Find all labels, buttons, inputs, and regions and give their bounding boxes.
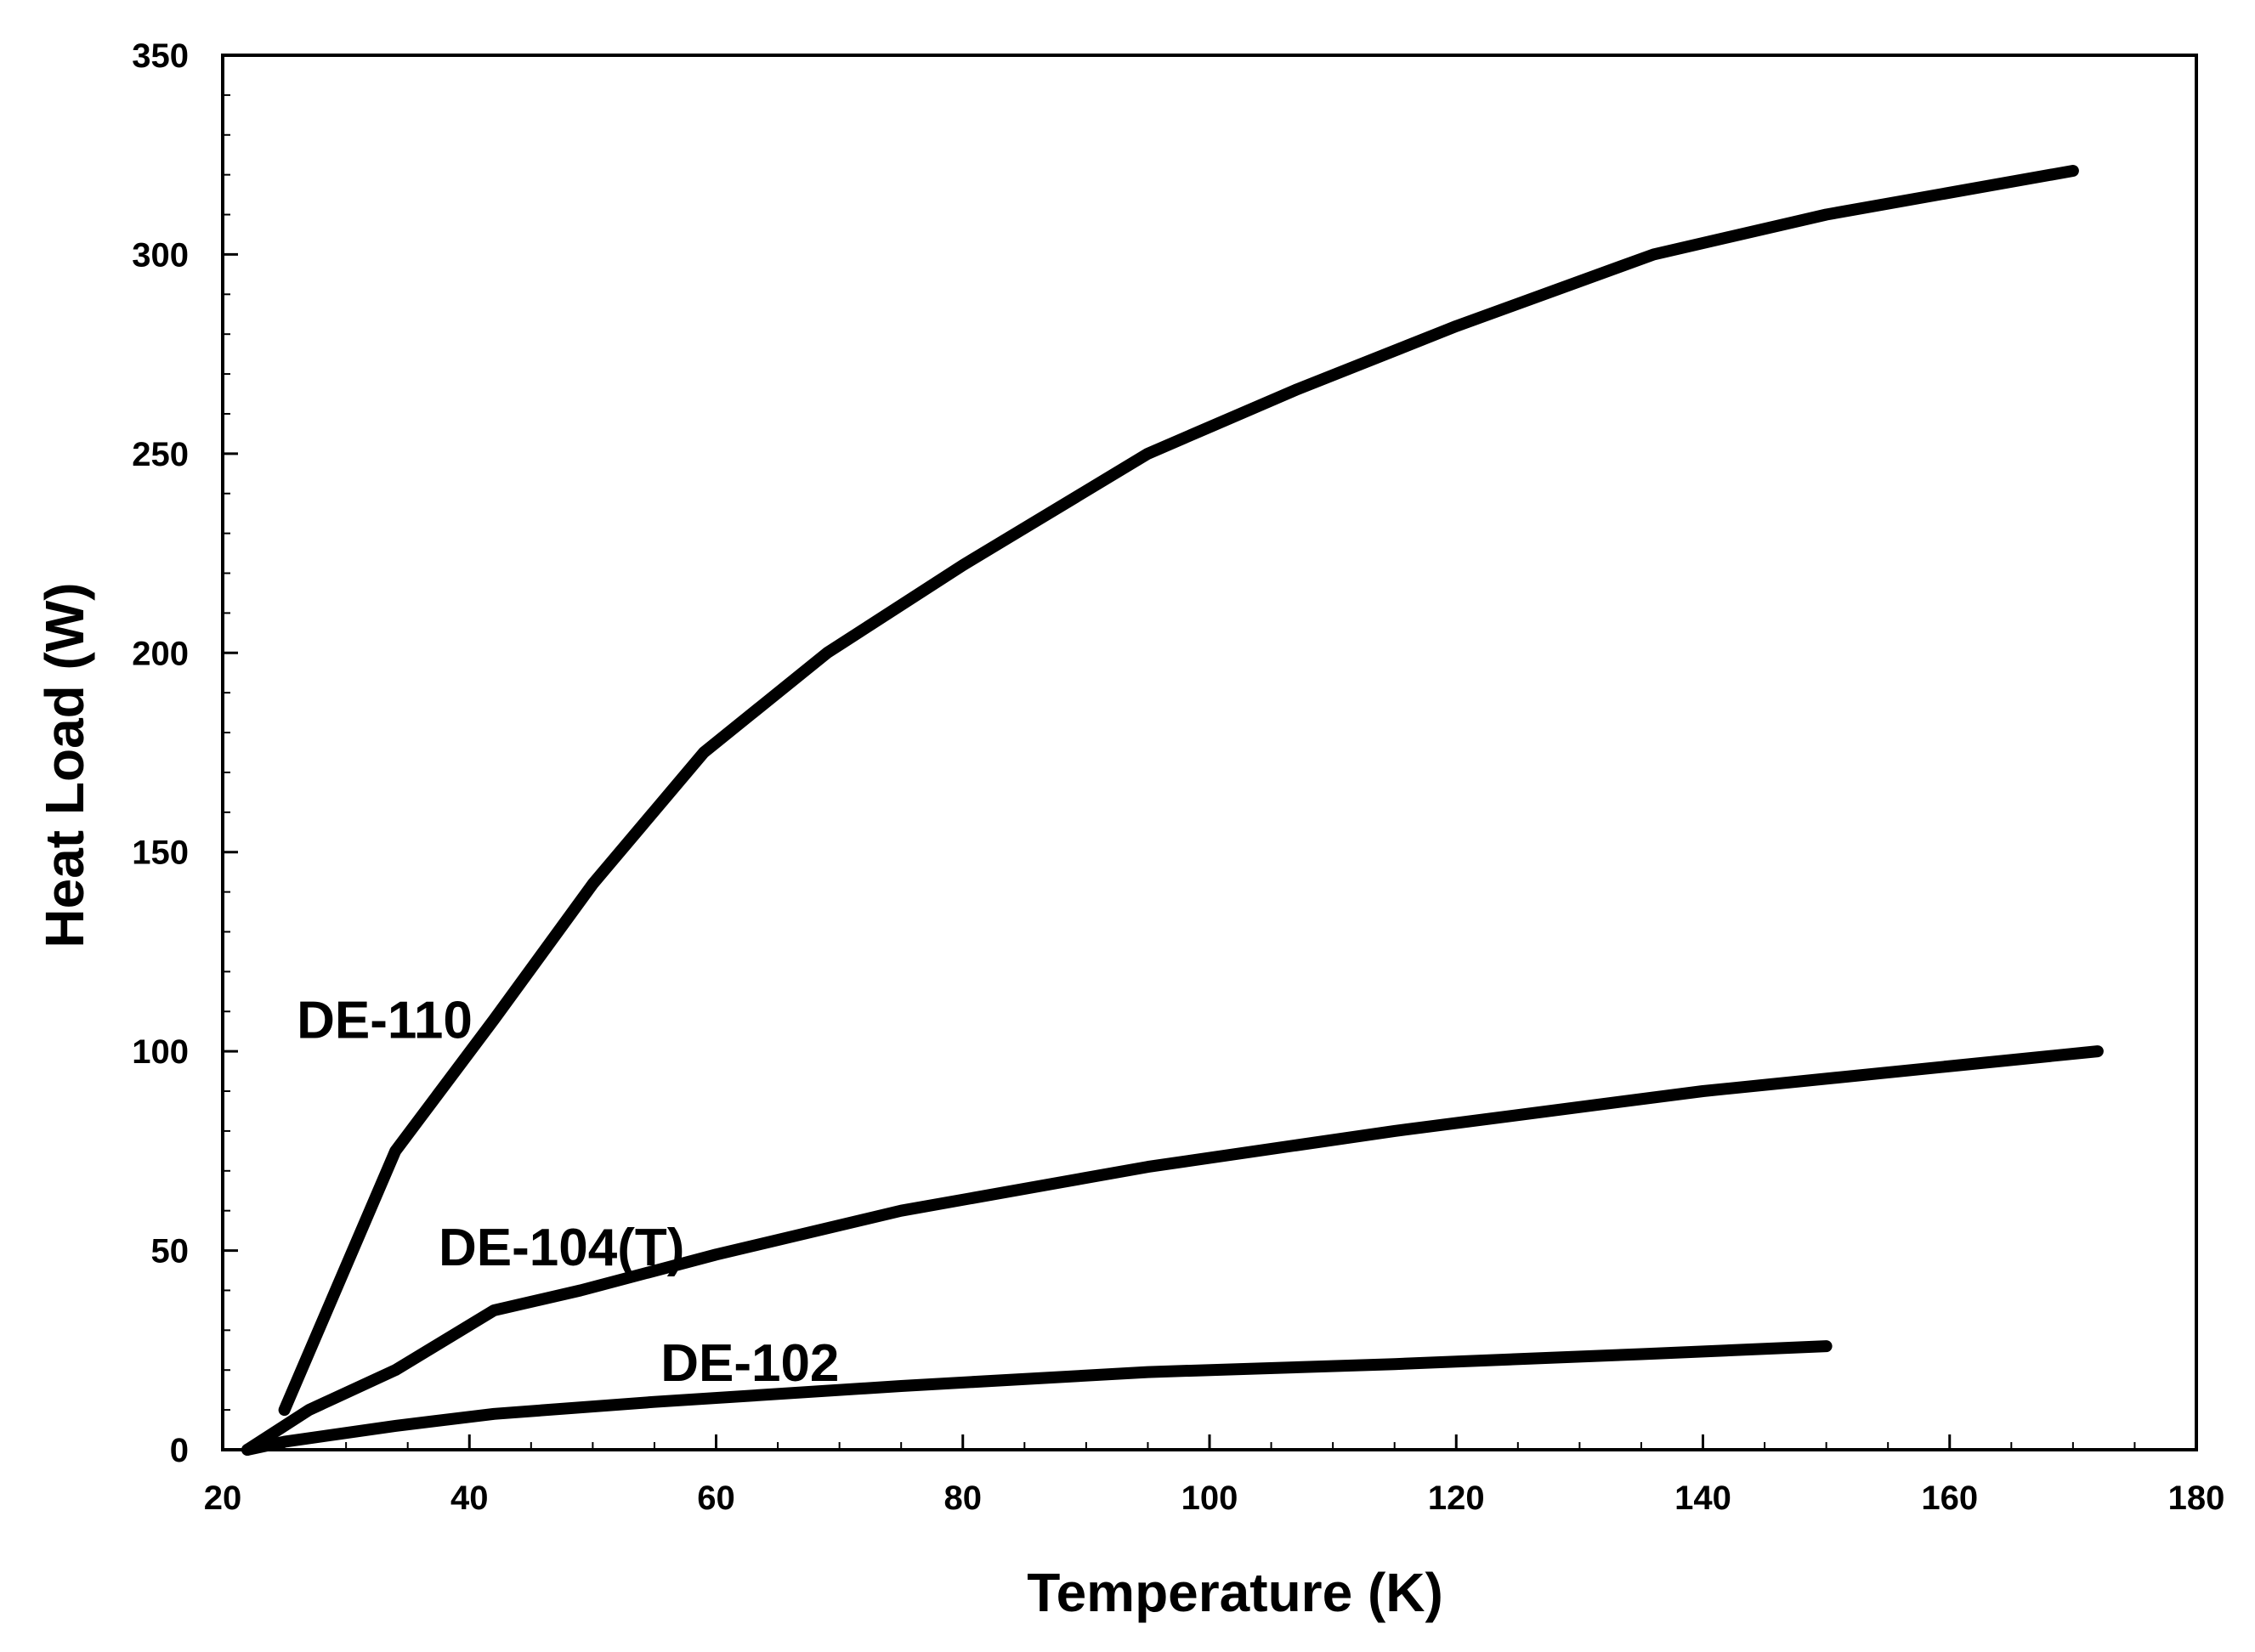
y-tick-label: 50 [151, 1233, 190, 1270]
x-tick-label: 40 [450, 1479, 489, 1517]
x-tick-label: 20 [204, 1479, 242, 1517]
y-tick-label: 150 [132, 834, 189, 872]
series-label-de-102: DE-102 [660, 1334, 839, 1393]
x-axis-title: Temperature (K) [1027, 1562, 1443, 1623]
y-tick-label: 300 [132, 236, 189, 274]
x-tick-labels: 20 40 60 80 100 120 140 160 180 [204, 1479, 2225, 1517]
y-tick-label: 0 [170, 1432, 189, 1469]
series-lines [241, 165, 2104, 1456]
x-tick-label: 60 [697, 1479, 735, 1517]
series-label-de-110: DE-110 [297, 992, 473, 1050]
y-tick-label: 250 [132, 436, 189, 473]
y-tick-label: 100 [132, 1033, 189, 1071]
x-tick-label: 80 [944, 1479, 983, 1517]
plot-frame [221, 54, 2198, 1451]
x-tick-label: 180 [2168, 1479, 2225, 1517]
y-tick-labels: 0 50 100 150 200 250 300 350 [132, 37, 189, 1469]
y-tick-label: 200 [132, 635, 189, 672]
series-label-de-104-t: DE-104(T) [439, 1219, 684, 1277]
x-tick-label: 140 [1674, 1479, 1731, 1517]
series-labels: DE-110 DE-104(T) DE-102 [297, 992, 839, 1393]
x-tick-label: 120 [1428, 1479, 1485, 1517]
x-tick-label: 160 [1921, 1479, 1978, 1517]
series-line-de-102 [241, 1340, 1833, 1456]
y-tick-label: 350 [132, 37, 189, 75]
series-line-de-104-t [241, 1045, 2104, 1456]
x-tick-label: 100 [1181, 1479, 1238, 1517]
y-axis-title: Heat Load (W) [34, 582, 95, 948]
series-line-de-110 [278, 165, 2079, 1417]
